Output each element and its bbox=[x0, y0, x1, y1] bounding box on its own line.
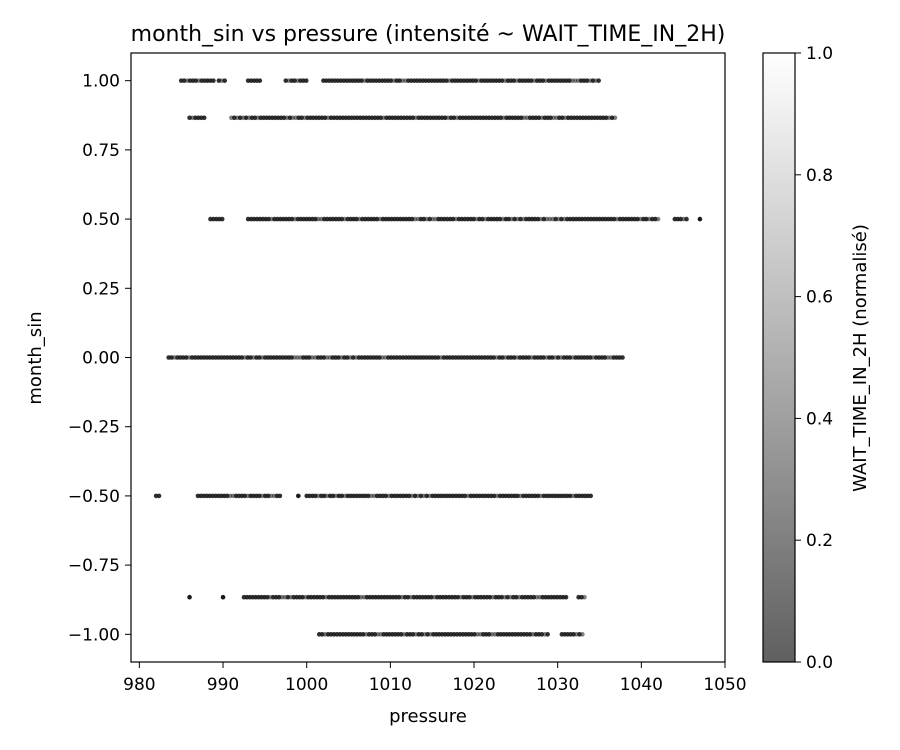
data-point bbox=[580, 632, 585, 637]
x-tick-label: 990 bbox=[207, 675, 239, 695]
x-tick-label: 1010 bbox=[369, 675, 412, 695]
data-point bbox=[620, 355, 625, 360]
y-tick-label: 1.00 bbox=[82, 72, 120, 92]
colorbar-ticks: 0.0 0.2 0.4 0.6 0.8 1.0 bbox=[795, 44, 833, 673]
data-point bbox=[697, 216, 703, 222]
data-point bbox=[684, 216, 689, 222]
data-point bbox=[296, 493, 301, 499]
x-tick-label: 1050 bbox=[703, 675, 746, 695]
data-point bbox=[655, 216, 661, 222]
y-tick-label: 0.00 bbox=[82, 349, 120, 369]
data-point bbox=[563, 594, 569, 600]
y-tick-label: −1.00 bbox=[68, 625, 120, 645]
x-tick-label: 1020 bbox=[452, 675, 495, 695]
colorbar-tick-label: 1.0 bbox=[806, 44, 833, 64]
scatter-points bbox=[153, 78, 703, 637]
data-point bbox=[545, 632, 550, 637]
y-tick-label: 0.50 bbox=[82, 210, 120, 230]
data-point bbox=[612, 115, 618, 121]
data-point bbox=[277, 493, 283, 499]
y-tick-label: 0.25 bbox=[82, 279, 120, 299]
colorbar-label: WAIT_TIME_IN_2H (normalisé) bbox=[850, 224, 871, 492]
y-tick-label: −0.50 bbox=[68, 487, 120, 507]
data-point bbox=[187, 594, 192, 600]
x-tick-label: 1000 bbox=[285, 675, 328, 695]
data-point bbox=[220, 594, 226, 600]
data-point bbox=[582, 594, 587, 600]
colorbar-tick-label: 0.4 bbox=[806, 409, 833, 429]
data-point bbox=[211, 78, 216, 83]
data-point bbox=[201, 115, 207, 121]
data-point bbox=[219, 216, 225, 222]
y-axis-ticks: −1.00 −0.75 −0.50 −0.25 0.00 0.25 0.50 0.75 1.00 bbox=[68, 72, 131, 645]
data-point bbox=[257, 78, 263, 83]
data-point bbox=[596, 78, 601, 83]
colorbar bbox=[762, 52, 796, 663]
x-axis-label: pressure bbox=[389, 706, 467, 727]
colorbar-tick-label: 0.2 bbox=[806, 531, 833, 551]
y-tick-label: −0.25 bbox=[68, 418, 120, 438]
colorbar-tick-label: 0.8 bbox=[806, 166, 833, 186]
colorbar-tick-label: 0.0 bbox=[806, 653, 833, 673]
y-tick-label: 0.75 bbox=[82, 141, 120, 161]
data-point bbox=[303, 78, 309, 83]
x-axis-ticks: 980 990 1000 1010 1020 1030 1040 1050 bbox=[123, 662, 747, 695]
x-tick-label: 1040 bbox=[620, 675, 663, 695]
data-point bbox=[222, 78, 228, 83]
data-point bbox=[588, 493, 594, 499]
chart-title: month_sin vs pressure (intensité ~ WAIT_… bbox=[131, 22, 726, 47]
y-tick-label: −0.75 bbox=[68, 556, 120, 576]
x-tick-label: 1030 bbox=[536, 675, 579, 695]
data-point bbox=[156, 493, 162, 499]
y-axis-label: month_sin bbox=[25, 311, 46, 404]
colorbar-tick-label: 0.6 bbox=[806, 288, 833, 308]
x-tick-label: 980 bbox=[123, 675, 155, 695]
